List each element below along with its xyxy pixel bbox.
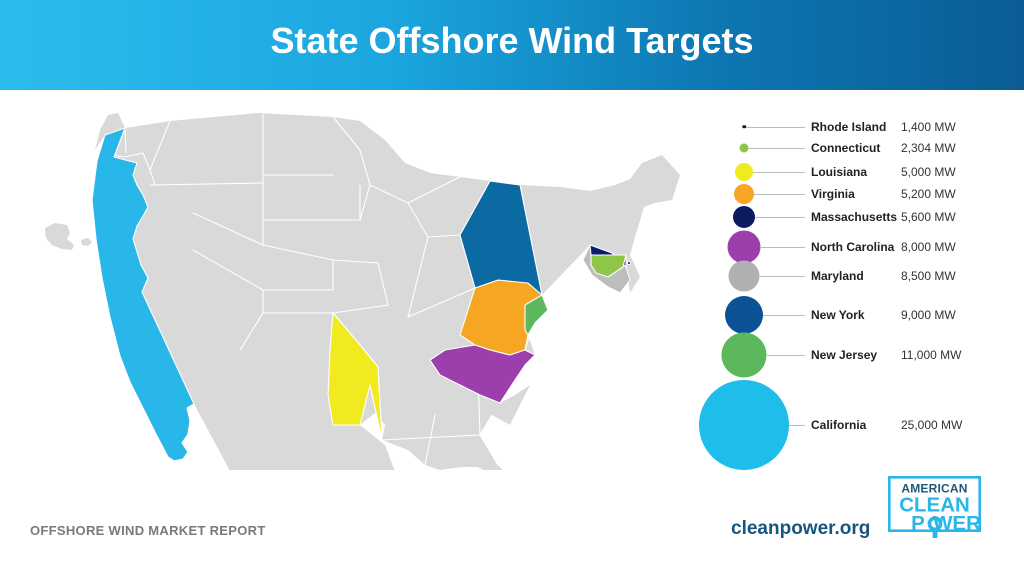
svg-text:P: P: [911, 512, 925, 535]
